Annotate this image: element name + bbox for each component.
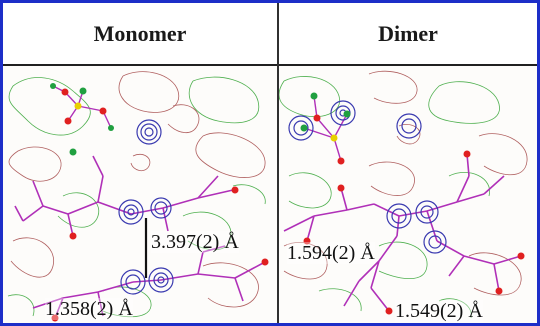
dimer-distance-label-2: 1.549(2) Å	[395, 300, 483, 322]
dimer-header: Dimer	[378, 21, 438, 46]
dimer-distance-label-1: 1.594(2) Å	[287, 242, 375, 264]
dimer-map-svg	[279, 70, 528, 319]
dimer-molecule-bonds	[283, 153, 522, 312]
monomer-ring-contours	[118, 119, 174, 295]
monomer-distance-label-1: 3.397(2) Å	[151, 231, 239, 253]
monomer-distance-label-2: 1.358(2) Å	[45, 298, 133, 320]
monomer-lower-molecule	[32, 245, 266, 319]
monomer-background-contours	[7, 71, 266, 318]
dimer-atoms	[300, 92, 525, 315]
column-divider	[277, 3, 279, 323]
dimer-background-contours	[279, 70, 528, 319]
header-row: Monomer Dimer	[3, 3, 537, 66]
monomer-map-svg	[7, 71, 269, 322]
dimer-density-map: 1.594(2) Å 1.549(2) Å	[279, 66, 537, 323]
dimer-ring-contours	[288, 100, 447, 254]
monomer-density-map: 3.397(2) Å 1.358(2) Å	[3, 66, 277, 323]
dimer-anion	[303, 95, 348, 162]
monomer-upper-molecule	[14, 155, 234, 237]
monomer-header: Monomer	[93, 21, 187, 46]
monomer-atoms	[50, 83, 269, 322]
